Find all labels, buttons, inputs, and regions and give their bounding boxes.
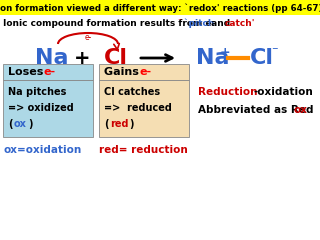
Text: (: (: [8, 119, 12, 129]
Text: e-: e-: [44, 67, 56, 77]
Text: (: (: [104, 119, 108, 129]
Text: e-: e-: [139, 67, 151, 77]
Text: Reduction: Reduction: [198, 87, 258, 97]
FancyBboxPatch shape: [99, 64, 189, 80]
Text: Cl: Cl: [104, 48, 128, 68]
Text: ox: ox: [14, 119, 27, 129]
Text: Cl: Cl: [250, 48, 274, 68]
Text: Na: Na: [196, 48, 229, 68]
Text: Ionic compound formation results from e: Ionic compound formation results from e: [3, 18, 212, 28]
FancyBboxPatch shape: [99, 80, 189, 137]
Text: +: +: [74, 48, 90, 67]
FancyBboxPatch shape: [3, 64, 93, 80]
Text: -oxidation: -oxidation: [254, 87, 314, 97]
Text: Gains: Gains: [104, 67, 143, 77]
Text: Loses: Loses: [8, 67, 47, 77]
Text: `pitch: `pitch: [181, 18, 214, 28]
FancyBboxPatch shape: [3, 80, 93, 137]
Text: catch': catch': [225, 18, 255, 28]
Text: ⁻: ⁻: [177, 17, 181, 25]
FancyBboxPatch shape: [0, 0, 320, 15]
Text: red= reduction: red= reduction: [99, 145, 188, 155]
Text: ): ): [129, 119, 133, 129]
Text: Abbreviated as Red: Abbreviated as Red: [198, 105, 314, 115]
Text: ): ): [28, 119, 33, 129]
Text: red: red: [110, 119, 129, 129]
Text: e-: e-: [84, 34, 92, 42]
Text: and: and: [208, 18, 233, 28]
Text: ox=oxidation: ox=oxidation: [3, 145, 81, 155]
Text: => oxidized: => oxidized: [8, 103, 74, 113]
Text: Ion formation viewed a different way: `redox' reactions (pp 64-67): Ion formation viewed a different way: `r…: [0, 3, 320, 13]
Text: =>  reduced: => reduced: [104, 103, 172, 113]
Text: ⁻: ⁻: [271, 46, 278, 59]
Text: Cl catches: Cl catches: [104, 87, 160, 97]
Text: +: +: [220, 46, 231, 59]
Text: ox: ox: [294, 105, 308, 115]
Text: Na pitches: Na pitches: [8, 87, 66, 97]
Text: Na: Na: [35, 48, 69, 68]
